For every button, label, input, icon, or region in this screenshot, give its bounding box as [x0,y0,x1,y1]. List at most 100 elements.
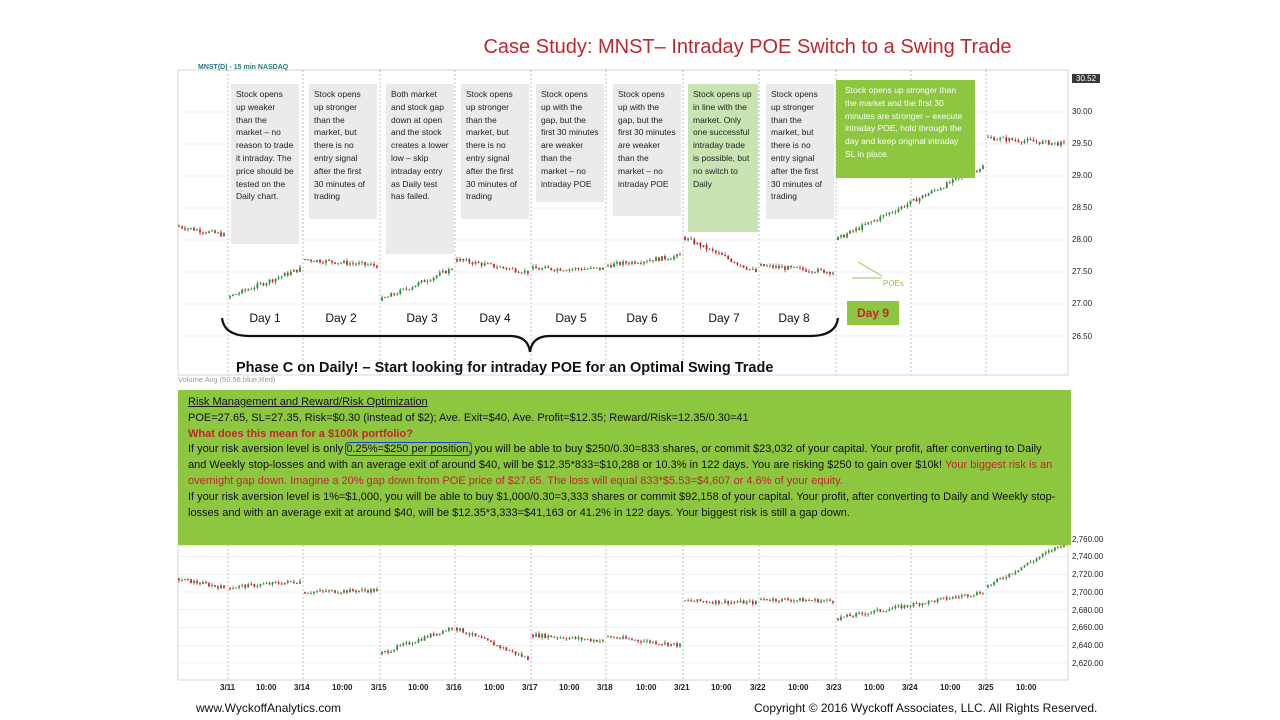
day-label-6: Day 6 [626,311,658,325]
price-candle [702,245,705,247]
price-candle [957,177,960,179]
index-candle [580,637,583,640]
price-candle [684,236,686,240]
price-candle [187,228,189,230]
price-candle [184,228,186,230]
index-candle [480,636,483,639]
index-candle [253,584,256,587]
price-candle [951,179,954,184]
price-candle [456,259,458,262]
price-candle [595,267,598,269]
price-candle [390,293,393,297]
price-candle [568,269,571,271]
index-candle [532,634,534,637]
y-tick-2: 2,700.00 [1072,588,1104,597]
price-chart-candles [178,134,1065,302]
price-candle [414,285,417,288]
price-candle [232,294,234,296]
price-candle [921,195,924,199]
x-tick-label: 10:00 [1016,683,1037,692]
index-candle [1008,573,1011,578]
index-candle [721,602,723,604]
index-candle [274,582,277,583]
p1-c: you will be able to buy $250/0.30=833 sh… [188,443,1042,472]
price-candle [337,263,339,264]
price-candle [766,265,768,267]
price-candle [637,263,639,265]
index-candle [256,585,259,587]
price-candle [438,272,441,276]
price-candle [631,261,633,265]
index-candle [199,583,201,585]
price-candle [1017,140,1020,142]
index-candle [599,640,601,642]
price-candle [586,268,589,270]
price-candle [858,228,861,230]
index-candle [832,600,834,603]
price-candle [238,293,241,295]
index-candle [349,589,351,593]
price-candle [613,263,615,267]
price-candle [876,220,879,221]
price-candle [802,267,804,270]
index-candle [280,583,283,585]
price-candle [646,261,648,263]
index-candle [592,639,595,642]
price-candle [435,275,438,278]
y-tick: 29.50 [1072,139,1093,148]
volume-label: Volume Avg (50.56,blue,Red) [178,375,276,384]
price-candle [1044,140,1047,142]
price-candle [628,263,630,265]
price-candle [1008,138,1011,142]
index-candle [376,589,378,592]
index-candle [316,591,318,593]
index-candle [535,633,537,637]
index-candle [909,606,912,608]
price-candle [361,262,363,263]
price-candle [775,266,777,268]
index-candle [1011,573,1014,575]
price-candle [1020,141,1023,143]
x-tick-label: 3/11 [220,683,236,692]
index-candle [897,605,900,607]
price-candle [411,287,414,290]
price-candle [772,265,774,268]
index-candle [271,582,274,585]
price-candle [465,259,468,261]
price-candle [538,268,540,270]
index-candle [456,627,458,631]
price-candle [891,212,894,214]
price-candle [805,269,807,272]
index-candle [441,630,444,634]
index-candle [520,653,523,657]
index-candle [664,642,666,645]
index-candle [870,612,873,614]
price-candle [373,263,375,266]
price-candle [508,268,511,270]
price-candle [405,288,408,290]
index-candle [178,578,180,581]
index-candle [217,586,219,589]
phase-caption: Phase C on Daily! – Start looking for in… [236,360,774,376]
price-candle [885,214,888,216]
current-price-tag: 30.52 [1072,74,1101,83]
price-candle [346,260,348,265]
index-candle [610,636,612,638]
price-candle [811,271,813,273]
price-candle [711,248,714,251]
index-candle [299,581,301,584]
price-candle [1056,142,1059,146]
index-candle [313,591,315,594]
index-candle [658,644,660,645]
index-candle [241,585,244,586]
price-candle [283,273,286,277]
price-candle [370,263,372,265]
price-candle [979,169,981,172]
price-candle [396,293,399,295]
price-candle [945,182,948,189]
price-candle [849,230,851,234]
price-candle [976,170,978,172]
price-candle [864,224,867,225]
price-candle [367,264,369,266]
index-candle [885,611,888,612]
